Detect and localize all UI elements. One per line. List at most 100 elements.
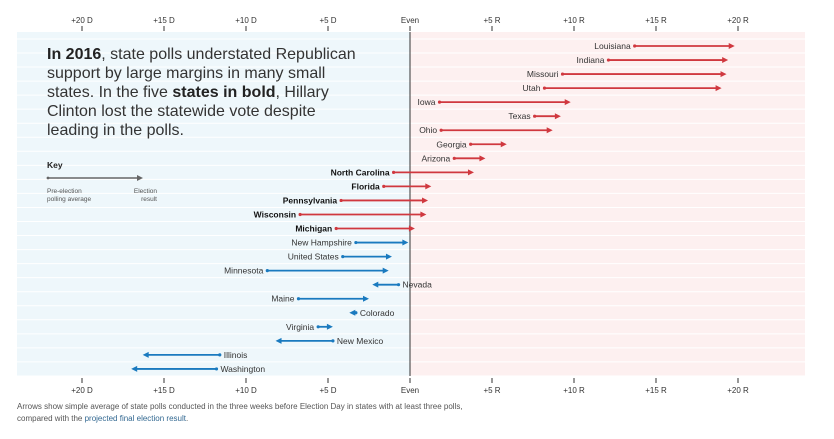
arrow-head <box>326 323 333 330</box>
state-label: Colorado <box>360 308 395 318</box>
tick-label-top: +15 D <box>153 16 175 25</box>
projected-result-link[interactable]: projected final election result <box>84 414 186 423</box>
arrow-head <box>363 295 369 302</box>
arrow-head <box>131 365 138 372</box>
state-label: Utah <box>523 83 541 93</box>
state-label: New Hampshire <box>291 238 352 248</box>
tick-label-bottom: +15 R <box>645 386 667 395</box>
tick-label-top: +10 D <box>235 16 257 25</box>
state-label: Louisiana <box>594 41 631 51</box>
state-label: Texas <box>508 111 530 121</box>
state-label: Ohio <box>419 125 437 135</box>
state-label: Arizona <box>421 153 450 163</box>
arrow-united-states: United States <box>288 252 392 262</box>
arrow-head <box>420 211 427 218</box>
arrow-indiana: Indiana <box>577 55 729 65</box>
arrow-iowa: Iowa <box>418 97 571 107</box>
intro-part1: , state polls understated Republican sup… <box>47 46 356 101</box>
arrow-louisiana: Louisiana <box>594 41 735 51</box>
arrow-ohio: Ohio <box>419 125 553 135</box>
intro-bold-states: states in bold <box>172 84 276 101</box>
arrow-head <box>425 183 432 190</box>
arrow-head <box>554 113 561 120</box>
state-label: Virginia <box>286 322 314 332</box>
arrow-virginia: Virginia <box>286 322 333 332</box>
state-label: Maine <box>271 294 294 304</box>
arrow-head <box>382 267 389 274</box>
state-label: Washington <box>220 364 265 374</box>
arrow-michigan: Michigan <box>295 224 415 234</box>
key-left-label: Pre-election polling average <box>47 188 92 203</box>
arrow-north-carolina: North Carolina <box>331 167 474 177</box>
arrow-maine: Maine <box>271 294 369 304</box>
state-label: North Carolina <box>331 167 390 177</box>
arrow-head <box>564 99 571 106</box>
arrow-pennsylvania: Pennsylvania <box>283 195 429 205</box>
state-label: Nevada <box>403 280 433 290</box>
arrow-head <box>385 253 392 260</box>
tick-label-bottom: +20 R <box>727 386 749 395</box>
arrow-head <box>715 85 722 92</box>
arrow-head <box>467 169 474 176</box>
arrow-wisconsin: Wisconsin <box>254 209 427 219</box>
axis-top: +20 D +15 D +10 D +5 D Even +5 R +10 R +15 R +20… <box>71 16 749 31</box>
key-arrow <box>46 175 143 181</box>
arrow-illinois: Illinois <box>142 350 248 360</box>
arrow-colorado: Colorado <box>349 308 395 318</box>
tick-label-top: +20 R <box>727 16 749 25</box>
arrow-utah: Utah <box>523 83 722 93</box>
tick-label-bottom: +10 R <box>563 386 585 395</box>
state-label: Florida <box>351 181 380 191</box>
arrow-head <box>349 309 356 316</box>
arrow-new-hampshire: New Hampshire <box>291 238 409 248</box>
tick-label-bottom: +5 R <box>483 386 500 395</box>
state-label: Wisconsin <box>254 209 296 219</box>
republican-background <box>410 32 805 376</box>
tick-label-top: +15 R <box>645 16 667 25</box>
arrow-head <box>546 127 553 134</box>
tick-label-top: +20 D <box>71 16 93 25</box>
arrows-layer: Louisiana Indiana Missouri Utah Iowa Texas Ohi… <box>131 41 735 374</box>
state-label: New Mexico <box>337 336 384 346</box>
tick-label-top: +10 R <box>563 16 585 25</box>
chart-background <box>17 32 805 376</box>
state-label: Michigan <box>295 224 332 234</box>
intro-text: In 2016, state polls understated Republi… <box>47 45 367 140</box>
intro-part2: , Hillary Clinton lost the statewide vot… <box>47 84 329 139</box>
arrow-georgia: Georgia <box>436 139 507 149</box>
tick-label-bottom: +10 D <box>235 386 257 395</box>
arrow-head <box>500 141 507 148</box>
key-arrow-head <box>137 175 143 181</box>
key-right-label: Election result <box>133 188 157 203</box>
state-label: United States <box>288 252 339 262</box>
arrow-head <box>728 43 735 49</box>
tick-label-bottom: +15 D <box>153 386 175 395</box>
arrow-head <box>408 225 415 232</box>
tick-label-top: +5 D <box>319 16 336 25</box>
footnote-text: Arrows show simple average of state poll… <box>17 402 463 423</box>
democrat-background <box>17 32 410 376</box>
intro-lead: In 2016 <box>47 46 102 63</box>
state-label: Indiana <box>577 55 605 65</box>
footnote-end: . <box>185 414 189 423</box>
arrow-head <box>402 239 409 246</box>
state-label: Illinois <box>224 350 248 360</box>
arrow-washington: Washington <box>131 364 265 374</box>
arrow-head <box>275 337 282 344</box>
tick-label-bottom: +5 D <box>319 386 336 395</box>
arrow-head <box>422 197 429 204</box>
arrow-new-mexico: New Mexico <box>275 336 384 346</box>
state-label: Iowa <box>418 97 436 107</box>
key-legend: Key Pre-election polling average Electio… <box>47 160 157 204</box>
state-label: Minnesota <box>224 266 263 276</box>
state-label: Missouri <box>527 69 559 79</box>
tick-label-top: Even <box>401 16 419 25</box>
footnote: Arrows show simple average of state poll… <box>17 401 487 425</box>
arrow-texas: Texas <box>508 111 561 121</box>
arrow-head <box>479 155 486 162</box>
arrow-minnesota: Minnesota <box>224 266 389 276</box>
row-gridlines <box>17 32 805 377</box>
arrow-head <box>372 281 379 288</box>
state-label: Georgia <box>436 139 467 149</box>
arrow-nevada: Nevada <box>372 280 432 290</box>
